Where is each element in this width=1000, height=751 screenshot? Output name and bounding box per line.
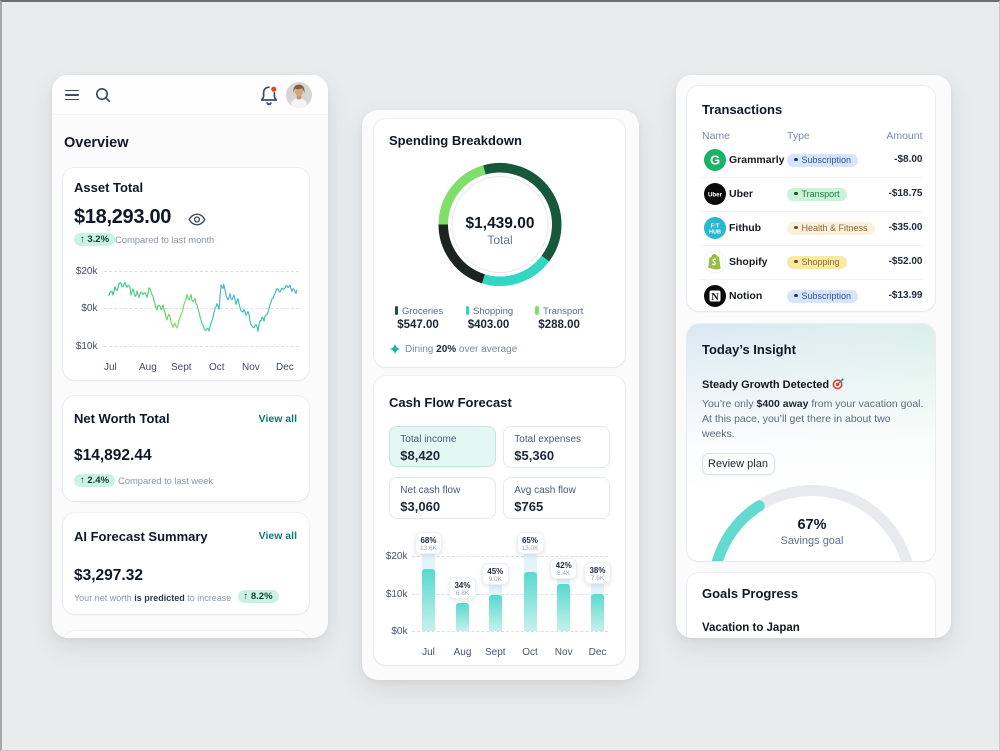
svg-text:F!T: F!T: [711, 223, 720, 229]
svg-text:N: N: [711, 292, 719, 303]
svg-text:HUB: HUB: [709, 229, 721, 235]
svg-text:G: G: [710, 153, 720, 168]
svg-text:Uber: Uber: [708, 192, 723, 199]
